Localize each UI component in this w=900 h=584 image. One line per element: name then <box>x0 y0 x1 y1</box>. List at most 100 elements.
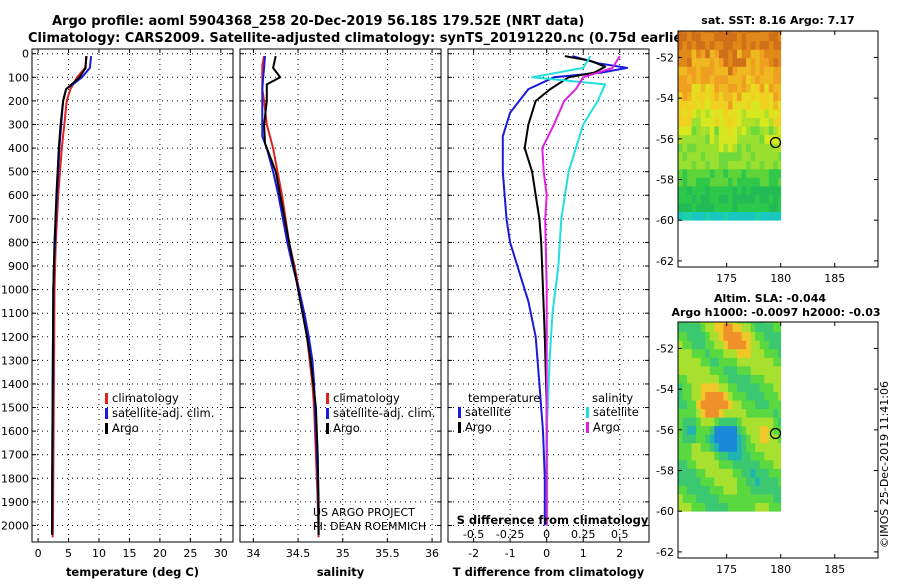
map-cell <box>696 100 702 110</box>
map-cell <box>764 502 770 512</box>
map-cell <box>709 66 715 76</box>
map-cell <box>777 211 782 221</box>
map-cell <box>755 66 761 76</box>
map-cell <box>696 40 702 50</box>
map-cell <box>714 477 720 486</box>
map-cell <box>741 186 747 195</box>
map-cell <box>746 365 752 375</box>
map-cell <box>727 74 733 84</box>
map-cell <box>709 425 715 435</box>
map-cell <box>759 340 765 350</box>
map-cell <box>737 485 742 495</box>
map-cell <box>750 134 756 144</box>
map-cell <box>687 186 693 195</box>
map-cell <box>682 425 688 435</box>
map-cell <box>687 211 693 221</box>
map-cell <box>705 177 711 187</box>
map-cell <box>709 32 715 42</box>
map-title: Altim. SLA: -0.044 <box>714 292 826 305</box>
map-cell <box>687 331 693 341</box>
map-cell <box>687 340 693 350</box>
map-cell <box>691 323 697 333</box>
map-cell <box>750 31 756 33</box>
map-cell <box>764 31 770 33</box>
map-cell <box>696 348 702 358</box>
lat-tick-label: -58 <box>656 465 674 478</box>
map-cell <box>709 383 715 392</box>
map-cell <box>773 408 779 418</box>
map-cell <box>773 32 779 42</box>
map-cell <box>773 160 779 170</box>
map-cell <box>727 374 733 384</box>
map-cell <box>732 383 738 392</box>
x-tick-label: 34 <box>246 547 260 560</box>
map-cell <box>723 31 729 33</box>
map-cell <box>764 151 770 161</box>
map-cell <box>696 331 702 341</box>
map-cell <box>718 31 724 33</box>
map-cell <box>727 494 733 504</box>
map-cell <box>687 109 693 119</box>
map-cell <box>759 31 765 33</box>
map-cell <box>732 451 738 461</box>
map-cell <box>696 134 702 144</box>
map-cell <box>768 66 774 76</box>
map-cell <box>700 134 706 144</box>
map-cell <box>723 126 729 136</box>
map-cell <box>678 143 683 153</box>
map-cell <box>777 143 782 153</box>
map-cell <box>773 502 779 512</box>
map-cell <box>691 117 697 127</box>
map-cell <box>768 40 774 50</box>
map-cell <box>678 151 683 161</box>
map-cell <box>691 391 697 401</box>
x-axis-label: salinity <box>317 565 365 579</box>
map-cell <box>768 468 774 478</box>
map-cell <box>678 383 683 392</box>
map-cell <box>750 74 756 84</box>
map-cell <box>750 391 756 401</box>
map-cell <box>678 66 683 76</box>
map-cell <box>768 400 774 410</box>
map-cell <box>718 177 724 187</box>
map-cell <box>755 126 761 136</box>
map-cell <box>759 468 765 478</box>
map-cell <box>746 83 752 93</box>
map-cell <box>750 177 756 187</box>
map-cell <box>696 374 702 384</box>
x-tick-label: 5 <box>65 547 72 560</box>
map-cell <box>700 365 706 375</box>
map-cell <box>741 117 747 127</box>
map-cell <box>727 83 733 93</box>
map-cell <box>723 100 729 110</box>
map-cell <box>691 451 697 461</box>
map-cell <box>714 100 720 110</box>
argo-location-marker <box>769 427 782 440</box>
panel-difference: -2 -1 0 1 2 T difference from climatology temp… <box>447 48 650 579</box>
map-cell <box>732 374 738 384</box>
map-cell <box>759 57 765 67</box>
map-cell <box>700 168 706 178</box>
map-cell <box>682 151 688 161</box>
map-cell <box>764 168 770 178</box>
map-cell <box>696 151 702 161</box>
x-tick-label: -2 <box>468 547 479 560</box>
map-cell <box>768 83 774 93</box>
map-cell <box>691 434 697 444</box>
map-cell <box>764 323 770 333</box>
map-cell <box>759 100 765 110</box>
map-cell <box>764 109 770 119</box>
map-cell <box>682 117 688 127</box>
map-cell <box>777 31 782 33</box>
map-cell <box>691 374 697 384</box>
map-cell <box>687 49 693 59</box>
map-cell <box>682 442 688 452</box>
map-cell <box>718 186 724 195</box>
map-cell <box>709 31 715 33</box>
map-cell <box>691 109 697 119</box>
map-cell <box>755 186 761 195</box>
legend-swatch <box>326 408 329 419</box>
map-cell <box>773 109 779 119</box>
map-cell <box>709 194 715 204</box>
map-cell <box>678 194 683 204</box>
